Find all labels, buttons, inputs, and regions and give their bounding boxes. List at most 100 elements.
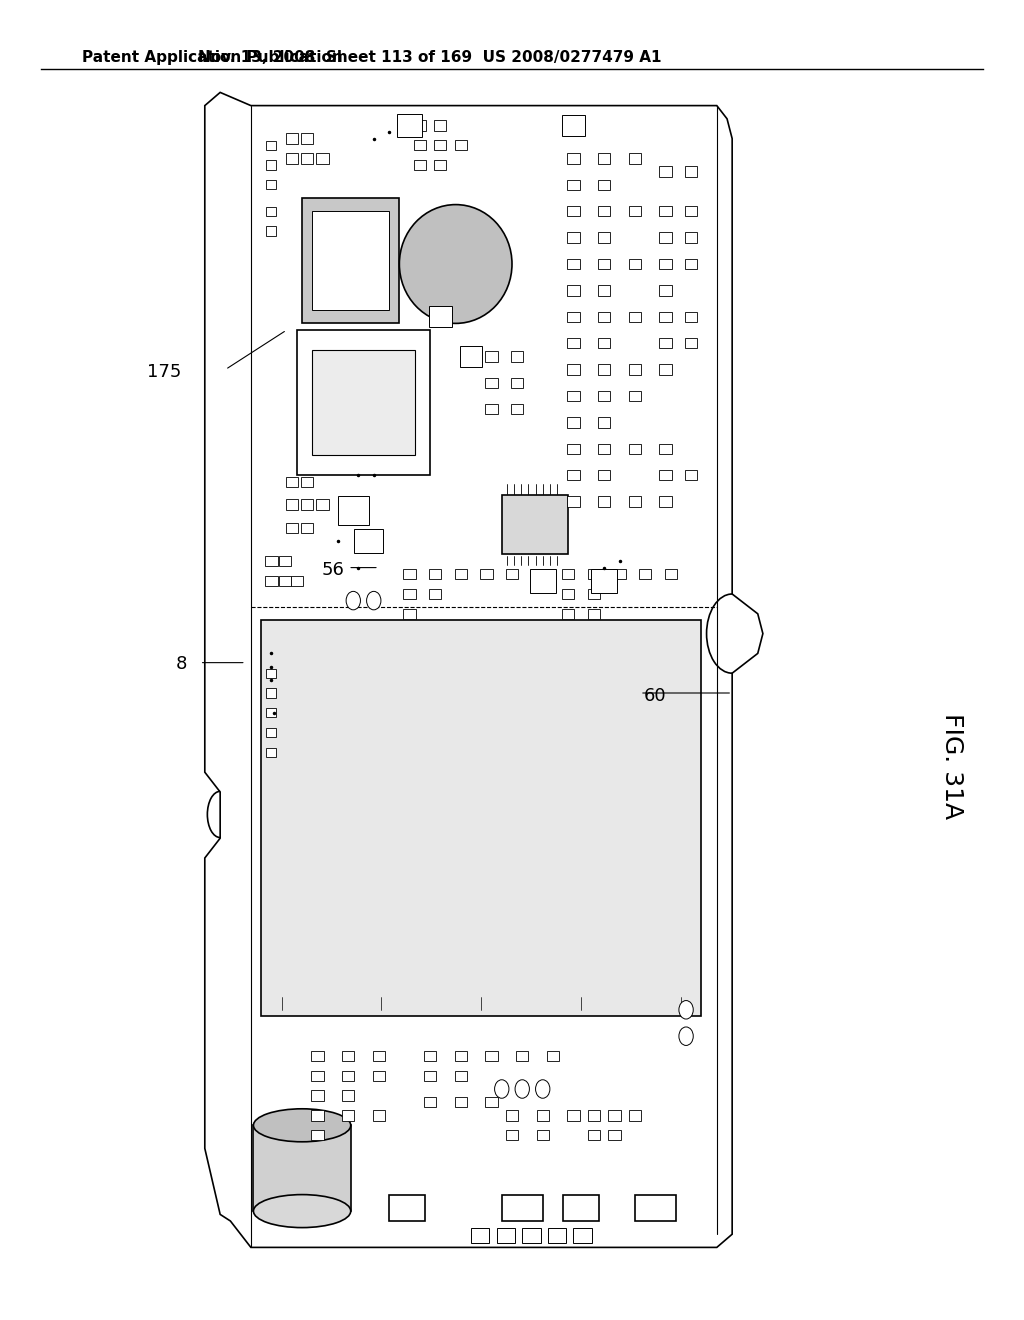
Bar <box>342 1110 354 1121</box>
Bar <box>424 1071 436 1081</box>
Bar <box>455 1071 467 1081</box>
Bar <box>613 569 626 579</box>
Bar <box>266 689 276 697</box>
Bar <box>279 556 291 566</box>
Bar <box>471 1228 489 1243</box>
Bar <box>567 206 580 216</box>
Bar <box>629 153 641 164</box>
Bar <box>502 495 568 554</box>
Bar <box>266 226 276 235</box>
Bar <box>598 364 610 375</box>
Polygon shape <box>205 92 763 1247</box>
Bar <box>608 1110 621 1121</box>
Bar <box>598 444 610 454</box>
Bar <box>460 346 482 367</box>
Bar <box>311 1071 324 1081</box>
Bar <box>567 153 580 164</box>
Bar <box>316 499 329 510</box>
Bar <box>562 569 574 579</box>
Bar <box>354 529 383 553</box>
Bar <box>261 620 701 1016</box>
Bar <box>455 1051 467 1061</box>
Circle shape <box>679 1027 693 1045</box>
Bar <box>563 1195 599 1221</box>
Text: 56: 56 <box>322 561 344 579</box>
Ellipse shape <box>254 1109 350 1142</box>
Bar <box>573 1228 592 1243</box>
Bar <box>338 496 369 525</box>
Bar <box>429 589 441 599</box>
Bar <box>311 1130 324 1140</box>
Text: FIG. 31A: FIG. 31A <box>940 713 965 818</box>
Bar <box>548 1228 566 1243</box>
Bar <box>291 576 303 586</box>
Bar <box>629 312 641 322</box>
Bar <box>547 1051 559 1061</box>
Bar <box>685 206 697 216</box>
Bar <box>659 444 672 454</box>
Bar <box>588 609 600 619</box>
Bar <box>659 470 672 480</box>
Bar <box>598 391 610 401</box>
Bar <box>455 1097 467 1107</box>
Bar <box>567 259 580 269</box>
Bar <box>497 1228 515 1243</box>
Bar <box>567 496 580 507</box>
Bar <box>506 569 518 579</box>
Bar <box>342 1051 354 1061</box>
Bar <box>629 496 641 507</box>
Bar <box>598 470 610 480</box>
Bar <box>424 1097 436 1107</box>
Bar <box>485 378 498 388</box>
Bar <box>286 499 298 510</box>
Bar <box>342 1090 354 1101</box>
Bar <box>297 330 430 475</box>
Bar <box>588 1110 600 1121</box>
Bar <box>373 1071 385 1081</box>
Bar <box>414 160 426 170</box>
Bar <box>567 444 580 454</box>
Bar <box>629 391 641 401</box>
Bar <box>342 1071 354 1081</box>
Bar <box>659 206 672 216</box>
Bar <box>598 180 610 190</box>
Circle shape <box>495 1080 509 1098</box>
Bar <box>659 232 672 243</box>
Bar <box>485 1097 498 1107</box>
Bar <box>659 364 672 375</box>
Bar <box>286 153 298 164</box>
Bar <box>516 1051 528 1061</box>
Bar <box>659 166 672 177</box>
Bar <box>254 1125 350 1212</box>
Bar <box>659 259 672 269</box>
Bar <box>685 312 697 322</box>
Bar <box>598 417 610 428</box>
Bar <box>685 338 697 348</box>
Bar <box>485 351 498 362</box>
Bar <box>312 211 389 310</box>
Bar <box>567 232 580 243</box>
Text: 60: 60 <box>644 686 667 705</box>
Bar <box>286 477 298 487</box>
Bar <box>312 350 415 455</box>
Bar <box>434 120 446 131</box>
Bar <box>301 499 313 510</box>
Circle shape <box>536 1080 550 1098</box>
Text: Patent Application Publication: Patent Application Publication <box>82 50 343 65</box>
Bar <box>455 140 467 150</box>
Bar <box>665 569 677 579</box>
Bar <box>537 1130 549 1140</box>
Bar <box>266 140 276 149</box>
Bar <box>562 115 585 136</box>
Bar <box>455 569 467 579</box>
Bar <box>598 312 610 322</box>
Bar <box>598 232 610 243</box>
Bar <box>629 364 641 375</box>
Ellipse shape <box>254 1195 350 1228</box>
Text: 8: 8 <box>175 655 187 673</box>
Bar <box>588 1130 600 1140</box>
Bar <box>266 180 276 189</box>
Bar <box>567 470 580 480</box>
Text: 175: 175 <box>146 363 181 381</box>
Bar <box>562 609 574 619</box>
